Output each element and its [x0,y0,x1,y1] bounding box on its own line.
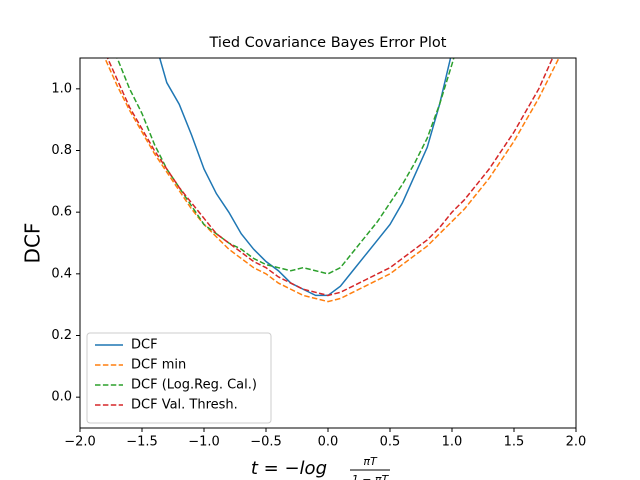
legend-label: DCF [131,338,158,353]
plot-area [103,58,560,303]
x-axis-label: t = −log [251,458,327,479]
x-tick-label: 0.5 [380,435,401,450]
y-tick-label: 0.4 [51,266,72,281]
y-axis-label: DCF [21,223,45,264]
y-tick-label: 0.0 [51,390,72,405]
legend-label: DCF (Log.Reg. Cal.) [131,378,257,393]
x-tick-label: 1.0 [442,435,463,450]
y-tick-label: 1.0 [51,81,72,96]
x-axis-label-numerator: πT [363,455,378,468]
legend-label: DCF min [131,358,186,373]
x-tick-label: −1.0 [188,435,220,450]
plot-frame [79,57,577,429]
x-tick-label: 0.0 [318,435,339,450]
x-tick-label: −0.5 [250,435,282,450]
x-axis-label-denominator: 1 − πT [352,473,390,480]
series-line [103,58,560,303]
chart-title: Tied Covariance Bayes Error Plot [209,35,447,51]
series-line [106,58,554,297]
legend-box [86,332,272,424]
x-tick-label: 1.5 [504,435,525,450]
y-tick-label: 0.2 [51,328,72,343]
x-tick-label: 2.0 [566,435,587,450]
x-tick-label: −1.5 [126,435,158,450]
legend-label: DCF Val. Thresh. [131,398,238,413]
x-tick-label: −2.0 [64,435,96,450]
y-tick-label: 0.6 [51,205,72,220]
y-tick-label: 0.8 [51,143,72,158]
